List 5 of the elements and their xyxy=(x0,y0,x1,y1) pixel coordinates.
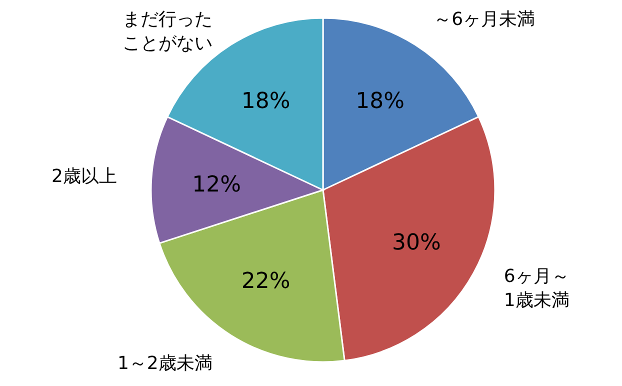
data-label: 18% xyxy=(241,88,290,114)
data-label: 18% xyxy=(356,88,405,114)
data-label: 22% xyxy=(241,269,290,294)
data-label: 12% xyxy=(192,172,242,198)
data-label: 30% xyxy=(392,230,441,256)
